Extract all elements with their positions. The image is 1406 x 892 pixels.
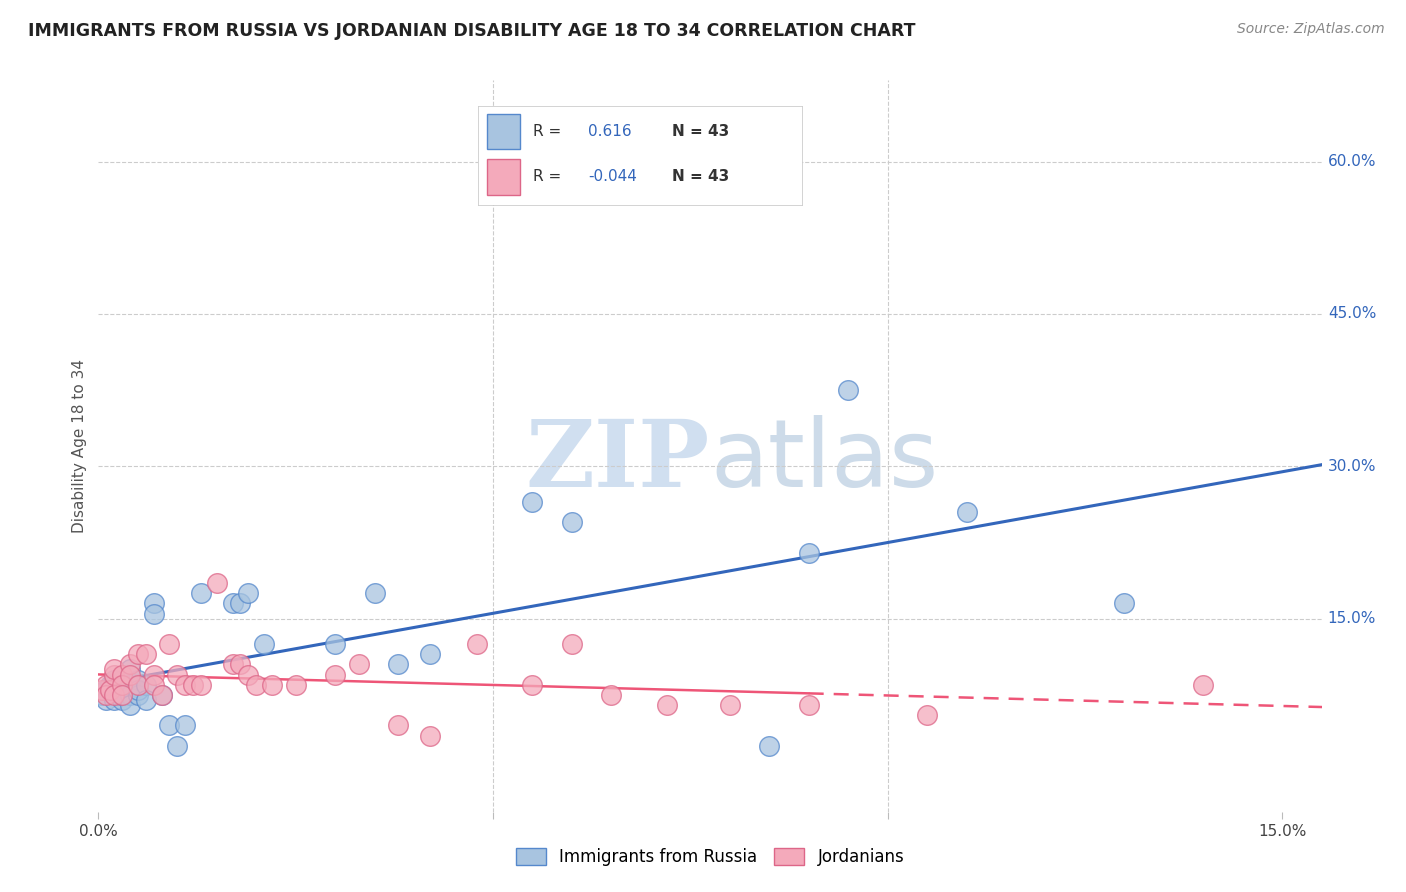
Jordanians xyxy=(118,667,141,681)
Text: 60.0%: 60.0% xyxy=(1327,154,1376,169)
Jordanians xyxy=(91,682,114,697)
Immigrants from Russia xyxy=(127,688,149,702)
Jordanians xyxy=(111,667,134,681)
Immigrants from Russia xyxy=(229,597,252,611)
Jordanians xyxy=(98,682,121,697)
Immigrants from Russia xyxy=(166,739,188,753)
Jordanians xyxy=(221,657,243,672)
Jordanians xyxy=(915,708,938,723)
Jordanians xyxy=(1192,678,1215,692)
Immigrants from Russia xyxy=(98,678,121,692)
Immigrants from Russia xyxy=(91,688,114,702)
Jordanians xyxy=(142,667,165,681)
Text: atlas: atlas xyxy=(710,415,938,507)
Jordanians xyxy=(797,698,820,712)
Immigrants from Russia xyxy=(190,586,212,600)
Jordanians xyxy=(127,678,149,692)
Jordanians xyxy=(174,678,197,692)
Immigrants from Russia xyxy=(238,586,260,600)
Jordanians xyxy=(96,678,118,692)
Text: IMMIGRANTS FROM RUSSIA VS JORDANIAN DISABILITY AGE 18 TO 34 CORRELATION CHART: IMMIGRANTS FROM RUSSIA VS JORDANIAN DISA… xyxy=(28,22,915,40)
Jordanians xyxy=(387,718,409,732)
Jordanians xyxy=(419,729,441,743)
Y-axis label: Disability Age 18 to 34: Disability Age 18 to 34 xyxy=(72,359,87,533)
Immigrants from Russia xyxy=(118,688,141,702)
Jordanians xyxy=(181,678,204,692)
Jordanians xyxy=(190,678,212,692)
Jordanians xyxy=(111,688,134,702)
Immigrants from Russia xyxy=(118,698,141,712)
Immigrants from Russia xyxy=(107,688,129,702)
Immigrants from Russia xyxy=(363,586,385,600)
Jordanians xyxy=(103,663,125,677)
Jordanians xyxy=(347,657,370,672)
Jordanians xyxy=(718,698,741,712)
Immigrants from Russia xyxy=(135,693,157,707)
Immigrants from Russia xyxy=(955,505,977,519)
Jordanians xyxy=(135,647,157,661)
Immigrants from Russia xyxy=(758,739,780,753)
Immigrants from Russia xyxy=(1114,597,1136,611)
Immigrants from Russia xyxy=(96,693,118,707)
Jordanians xyxy=(600,688,623,702)
Immigrants from Russia xyxy=(159,718,181,732)
Jordanians xyxy=(159,637,181,651)
Immigrants from Russia xyxy=(103,673,125,687)
Immigrants from Russia xyxy=(323,637,346,651)
Immigrants from Russia xyxy=(127,682,149,697)
Legend: Immigrants from Russia, Jordanians: Immigrants from Russia, Jordanians xyxy=(509,841,911,873)
Text: 45.0%: 45.0% xyxy=(1327,307,1376,321)
Jordanians xyxy=(465,637,488,651)
Text: Source: ZipAtlas.com: Source: ZipAtlas.com xyxy=(1237,22,1385,37)
Immigrants from Russia xyxy=(127,673,149,687)
Jordanians xyxy=(245,678,267,692)
Immigrants from Russia xyxy=(96,682,118,697)
Immigrants from Russia xyxy=(797,546,820,560)
Jordanians xyxy=(655,698,678,712)
Immigrants from Russia xyxy=(103,693,125,707)
Jordanians xyxy=(561,637,583,651)
Immigrants from Russia xyxy=(419,647,441,661)
Jordanians xyxy=(103,688,125,702)
Immigrants from Russia xyxy=(118,678,141,692)
Immigrants from Russia xyxy=(142,607,165,621)
Immigrants from Russia xyxy=(174,718,197,732)
Text: ZIP: ZIP xyxy=(526,416,710,506)
Immigrants from Russia xyxy=(135,678,157,692)
Immigrants from Russia xyxy=(522,495,544,509)
Jordanians xyxy=(103,667,125,681)
Jordanians xyxy=(118,657,141,672)
Jordanians xyxy=(323,667,346,681)
Immigrants from Russia xyxy=(118,663,141,677)
Jordanians xyxy=(229,657,252,672)
Immigrants from Russia xyxy=(387,657,409,672)
Jordanians xyxy=(127,647,149,661)
Immigrants from Russia xyxy=(111,682,134,697)
Immigrants from Russia xyxy=(837,383,859,397)
Jordanians xyxy=(238,667,260,681)
Immigrants from Russia xyxy=(111,673,134,687)
Immigrants from Russia xyxy=(111,693,134,707)
Jordanians xyxy=(284,678,307,692)
Text: 15.0%: 15.0% xyxy=(1327,611,1376,626)
Immigrants from Russia xyxy=(103,682,125,697)
Immigrants from Russia xyxy=(150,688,173,702)
Immigrants from Russia xyxy=(142,597,165,611)
Immigrants from Russia xyxy=(561,515,583,529)
Immigrants from Russia xyxy=(111,688,134,702)
Immigrants from Russia xyxy=(221,597,243,611)
Jordanians xyxy=(166,667,188,681)
Jordanians xyxy=(111,678,134,692)
Jordanians xyxy=(142,678,165,692)
Text: 30.0%: 30.0% xyxy=(1327,458,1376,474)
Jordanians xyxy=(205,576,228,591)
Jordanians xyxy=(150,688,173,702)
Jordanians xyxy=(522,678,544,692)
Jordanians xyxy=(96,688,118,702)
Immigrants from Russia xyxy=(253,637,276,651)
Jordanians xyxy=(260,678,283,692)
